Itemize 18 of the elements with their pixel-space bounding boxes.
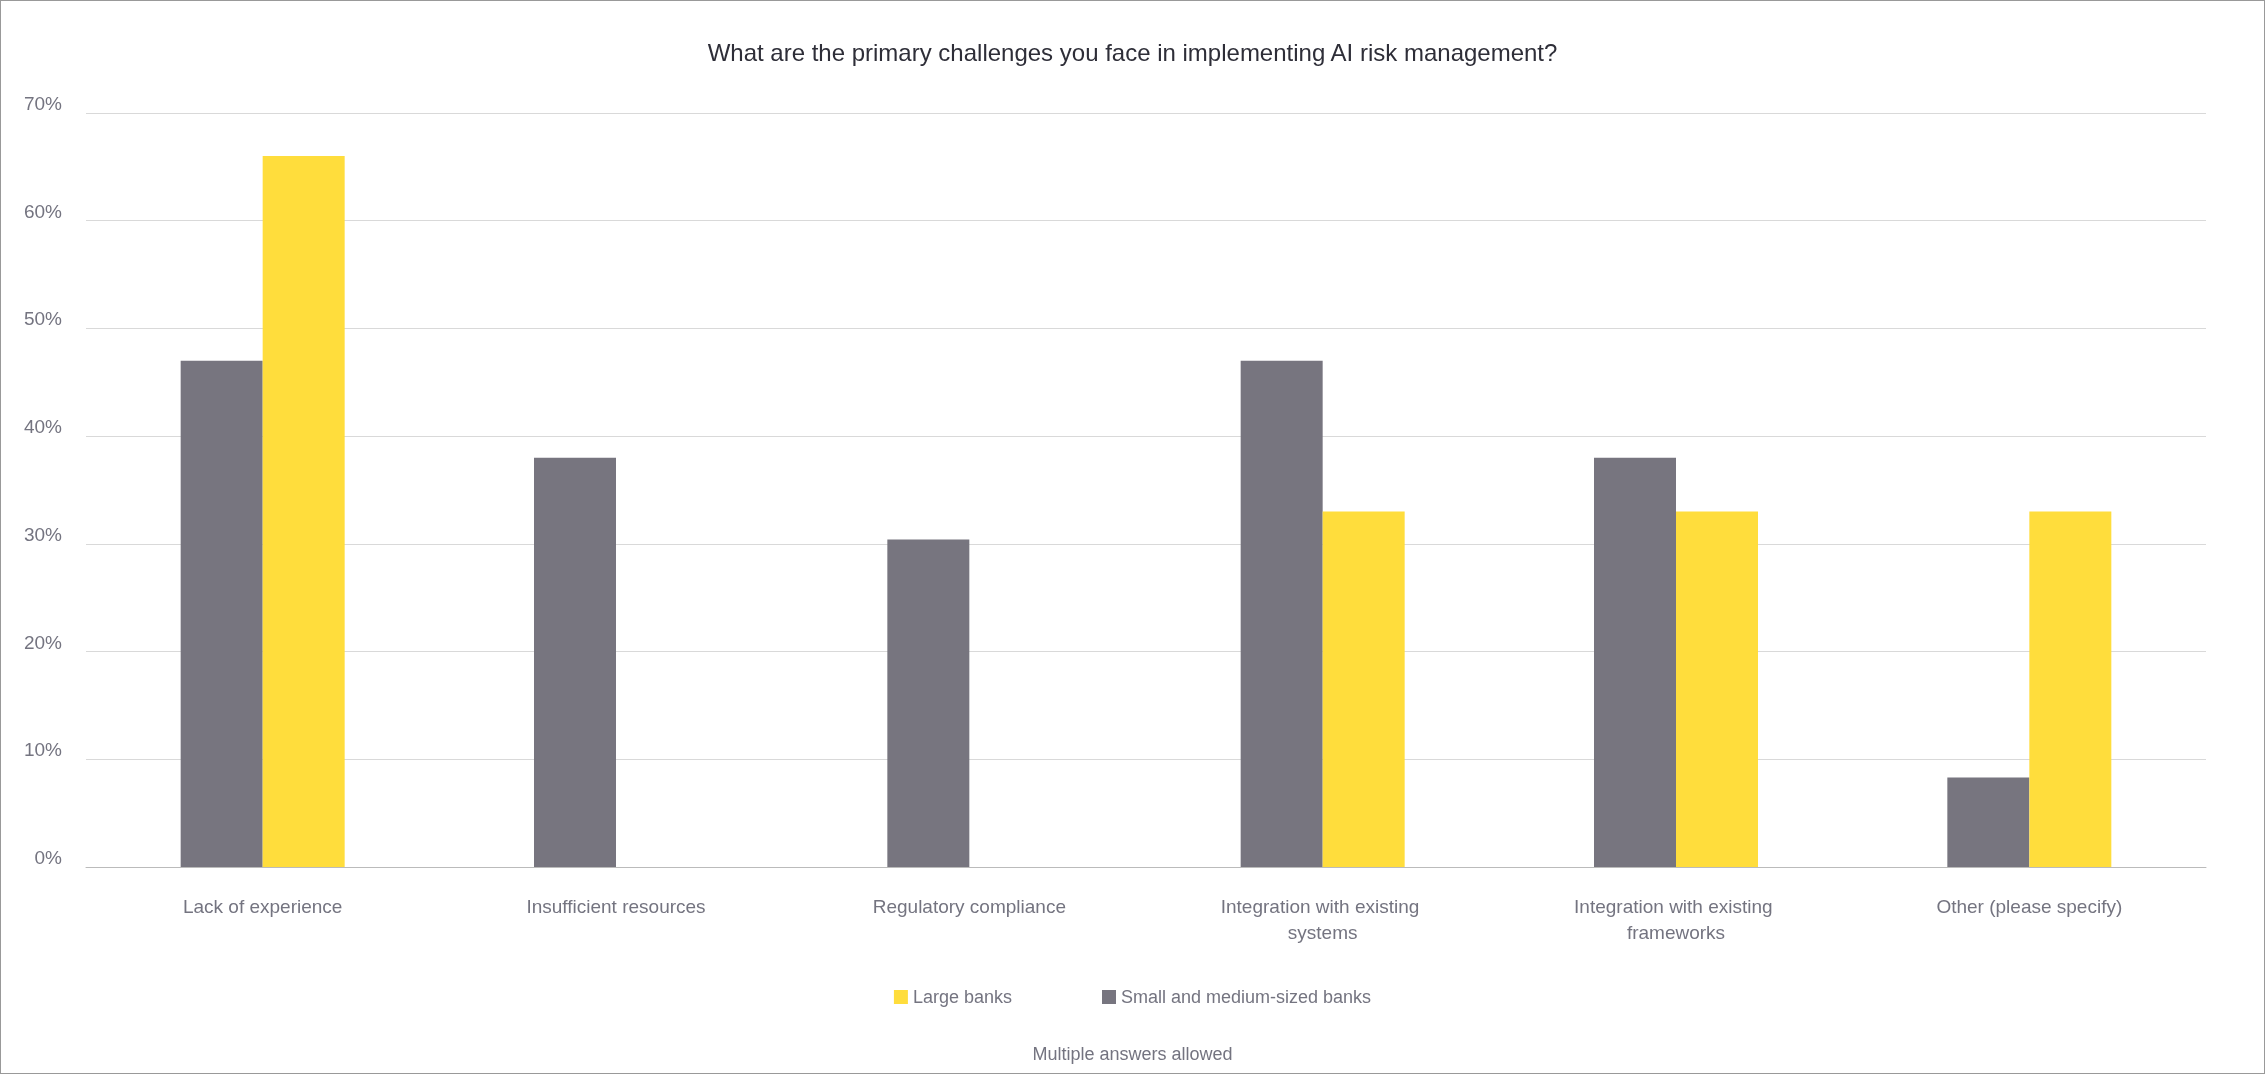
x-tick-label: Insufficient resources [526,895,706,917]
y-tick-label: 0% [34,847,63,868]
y-tick-label: 20% [23,631,63,653]
y-tick-label: 60% [23,200,63,222]
y-tick-label: 70% [23,93,63,114]
text: Multiple answers allowed [1032,1044,1233,1064]
y-tick-label: 30% [23,523,63,545]
legend-label: Large banks [912,987,1012,1007]
legend-label: Small and medium-sized banks [1120,987,1372,1007]
x-tick-label: Integration with existing systems [1220,895,1425,943]
x-tick-label: Other (please specify) [1936,895,2123,917]
y-tick-label: 50% [23,308,63,330]
x-tick-label: Lack of experience [182,895,343,917]
y-tick-label: 10% [23,739,63,761]
x-tick-label: Regulatory compliance [872,895,1066,917]
chart-title: What are the primary challenges you face in implementing AI risk management? [707,38,1558,66]
x-tick-label: Integration with existing frameworks [1574,895,1778,943]
y-tick-label: 40% [23,416,63,438]
